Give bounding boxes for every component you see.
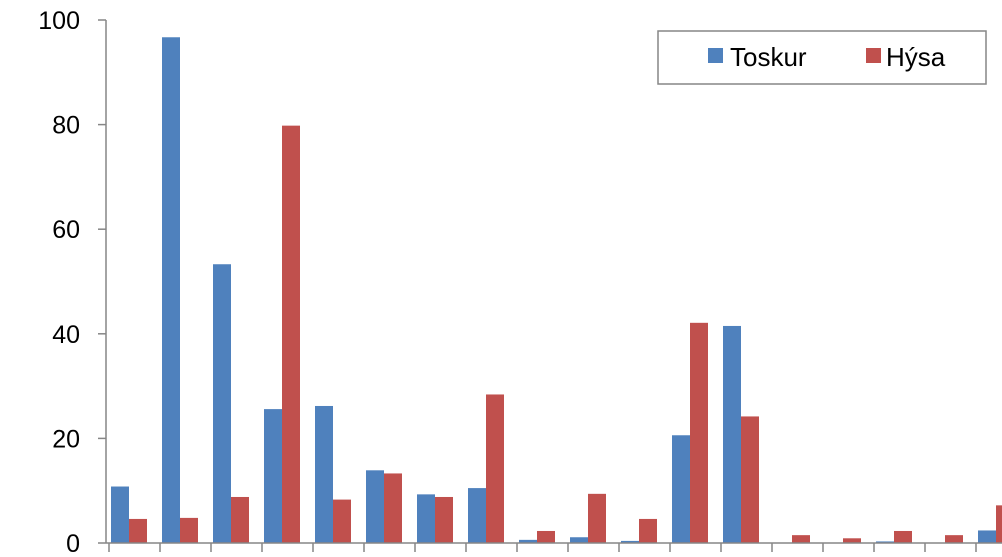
legend-label-hsa: Hýsa	[886, 42, 946, 72]
y-axis-ticks: 0 20 40 60 80 100	[38, 7, 106, 557]
bar-hsa-11	[639, 518, 657, 543]
bar-hsa-8	[486, 394, 504, 543]
legend-label-toskur: Toskur	[730, 42, 807, 72]
bar-hsa-3	[231, 496, 249, 543]
bar-toskur-1	[111, 486, 129, 543]
bar-hsa-18	[996, 505, 1002, 543]
bar-hsa-5	[333, 499, 351, 543]
y-tick-label: 60	[52, 216, 80, 244]
x-axis-ticks	[108, 543, 977, 552]
bar-toskur-7	[417, 494, 435, 543]
bar-hsa-15	[843, 538, 861, 543]
y-tick-label: 40	[52, 321, 80, 349]
y-tick-label: 0	[66, 530, 80, 557]
bar-hsa-13	[741, 416, 759, 543]
bar-toskur-2	[162, 37, 180, 543]
bar-toskur-18	[978, 530, 996, 543]
legend-swatch-toskur	[708, 48, 723, 63]
bar-hsa-10	[588, 493, 606, 543]
bar-hsa-16	[894, 530, 912, 543]
y-tick-label: 80	[52, 112, 80, 140]
bar-toskur-10	[570, 537, 588, 543]
bars-layer	[111, 37, 1002, 544]
bar-toskur-13	[723, 325, 741, 543]
y-tick-label: 100	[38, 7, 80, 35]
bar-hsa-17	[945, 535, 963, 543]
y-tick-label: 20	[52, 425, 80, 453]
bar-toskur-6	[366, 470, 384, 543]
bar-hsa-1	[129, 518, 147, 543]
bar-toskur-4	[264, 409, 282, 543]
bar-toskur-16	[876, 541, 894, 543]
bar-toskur-8	[468, 488, 486, 543]
bar-toskur-9	[519, 539, 537, 543]
bar-hsa-6	[384, 473, 402, 543]
bar-hsa-9	[537, 530, 555, 543]
bar-hsa-7	[435, 496, 453, 543]
bar-hsa-12	[690, 322, 708, 543]
legend: Toskur Hýsa	[657, 30, 987, 85]
legend-swatch-hsa	[866, 48, 881, 63]
bar-hsa-14	[792, 535, 810, 543]
bar-toskur-5	[315, 405, 333, 543]
bar-hsa-2	[180, 517, 198, 543]
bar-toskur-3	[213, 264, 231, 543]
bar-toskur-12	[672, 435, 690, 543]
bar-hsa-4	[282, 125, 300, 544]
bar-toskur-11	[621, 540, 639, 543]
legend-box	[657, 30, 987, 85]
